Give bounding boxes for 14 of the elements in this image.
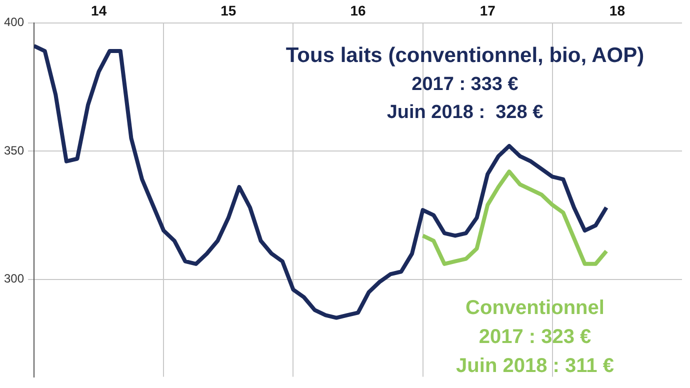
x-tick-label: 16	[350, 2, 366, 18]
x-tick-label: 14	[91, 2, 107, 18]
x-tick-label: 15	[220, 2, 236, 18]
x-tick-label: 18	[609, 2, 626, 18]
y-tick-label: 400	[4, 15, 24, 30]
y-tick-label: 350	[4, 143, 24, 158]
x-tick-label: 17	[480, 2, 496, 18]
annotation: 2017 : 323 €	[478, 326, 592, 349]
annotation: Conventionnel	[466, 297, 604, 320]
annotation: Juin 2018 : 328 €	[386, 102, 544, 124]
annotation: Tous laits (conventionnel, bio, AOP)	[286, 44, 644, 68]
y-tick-label: 300	[4, 272, 24, 286]
annotation: Juin 2018 : 311 €	[456, 355, 614, 378]
annotation: 2017 : 333 €	[412, 74, 518, 96]
